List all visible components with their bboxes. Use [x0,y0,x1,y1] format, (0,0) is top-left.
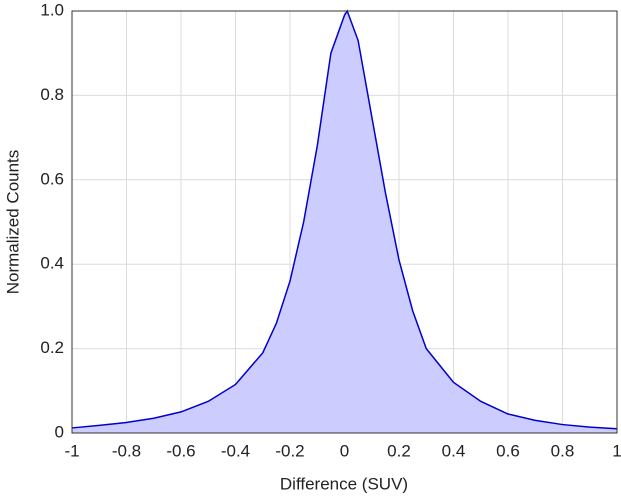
area-fill [72,11,617,433]
plot-frame [71,10,618,434]
y-tick-label: 1.0 [40,0,64,19]
y-tick-label: 0.4 [40,254,64,273]
x-tick-label: 0.6 [496,441,520,460]
x-tick-label: 0.2 [387,441,411,460]
x-tick-label: 1 [612,441,621,460]
x-tick-label: -0.6 [166,441,195,460]
x-tick-label: -0.8 [112,441,141,460]
x-tick-label: 0.8 [551,441,575,460]
x-tick-label: -0.2 [275,441,304,460]
y-tick-label: 0.2 [40,338,64,357]
x-tick-label: -0.4 [221,441,250,460]
y-axis-label: Normalized Counts [3,150,22,295]
x-tick-label: -1 [64,441,79,460]
y-tick-label: 0.6 [40,169,64,188]
x-tick-label: 0.4 [442,441,466,460]
x-axis-label: Difference (SUV) [280,474,408,493]
x-tick-label: 0 [340,441,349,460]
area-line [71,9,618,430]
y-tick-label: 0 [55,422,64,441]
y-tick-label: 0.8 [40,85,64,104]
